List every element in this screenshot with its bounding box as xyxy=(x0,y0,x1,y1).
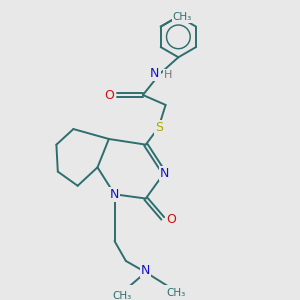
Text: N: N xyxy=(150,67,160,80)
Text: O: O xyxy=(166,213,175,226)
Text: CH₃: CH₃ xyxy=(112,291,131,300)
Text: CH₃: CH₃ xyxy=(172,12,192,22)
Text: N: N xyxy=(160,167,170,179)
Text: S: S xyxy=(155,121,163,134)
Text: N: N xyxy=(109,188,119,201)
Text: H: H xyxy=(164,70,172,80)
Text: CH₃: CH₃ xyxy=(166,288,185,298)
Text: O: O xyxy=(104,88,114,101)
Text: N: N xyxy=(141,264,150,278)
